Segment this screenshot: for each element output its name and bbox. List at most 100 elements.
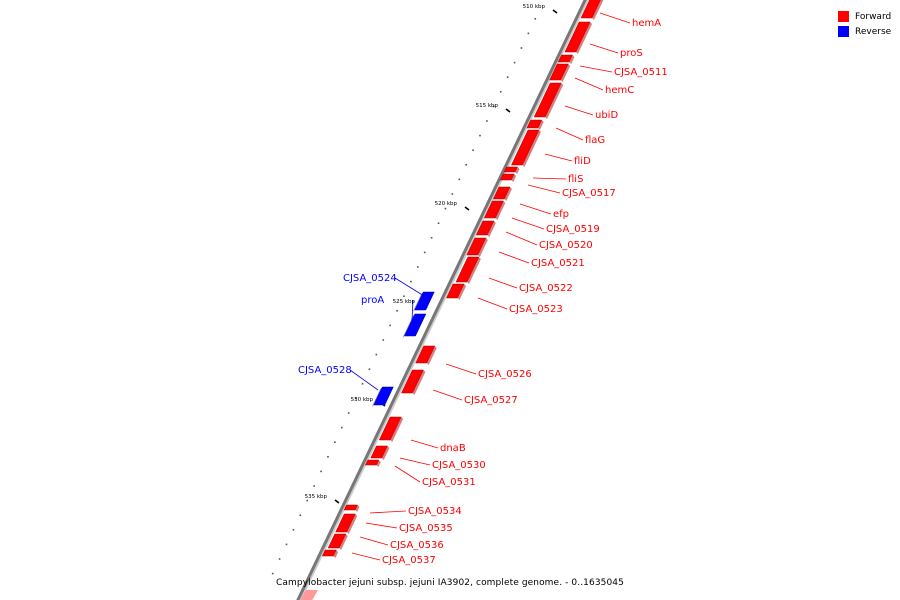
minor-tick bbox=[520, 47, 523, 49]
minor-tick bbox=[499, 91, 502, 93]
gene-shadow bbox=[511, 174, 517, 182]
legend-forward-label: Forward bbox=[855, 11, 892, 22]
leader-CJSA_0517 bbox=[527, 184, 561, 194]
minor-tick bbox=[403, 295, 405, 297]
leader-CJSA_0521 bbox=[498, 251, 530, 264]
gene-shadow bbox=[402, 314, 415, 338]
gene-shadow bbox=[467, 257, 481, 284]
minor-tick bbox=[493, 105, 495, 108]
minor-tick bbox=[472, 149, 474, 151]
leader-proA bbox=[411, 299, 414, 321]
minor-tick bbox=[292, 529, 295, 531]
gene-shadow bbox=[381, 446, 390, 460]
minor-tick bbox=[320, 470, 322, 473]
legend-forward: Forward bbox=[838, 9, 891, 24]
label-CJSA_0517: CJSA_0517 bbox=[562, 188, 616, 199]
label-ubiD: ubiD bbox=[595, 110, 618, 121]
minor-tick bbox=[417, 266, 419, 268]
tick-label: 525 kbp bbox=[393, 299, 416, 305]
minor-tick bbox=[368, 368, 371, 370]
tick-label: 520 kbp bbox=[435, 201, 458, 207]
label-CJSA_0530: CJSA_0530 bbox=[432, 460, 486, 471]
leader-CJSA_0522 bbox=[488, 277, 518, 289]
minor-tick bbox=[340, 426, 343, 429]
leader-CJSA_0524 bbox=[394, 277, 425, 297]
gene-shadow bbox=[545, 83, 564, 119]
leader-hemC bbox=[574, 77, 604, 91]
label-CJSA_0526: CJSA_0526 bbox=[478, 369, 532, 380]
label-CJSA_0521: CJSA_0521 bbox=[531, 258, 585, 269]
label-CJSA_0536: CJSA_0536 bbox=[390, 540, 444, 551]
label-CJSA_0520: CJSA_0520 bbox=[539, 240, 593, 251]
tick-label: 530 kbp bbox=[351, 397, 374, 403]
label-proS: proS bbox=[620, 48, 643, 59]
label-CJSA_0524: CJSA_0524 bbox=[343, 273, 397, 284]
label-fliD: fliD bbox=[574, 156, 591, 167]
minor-tick bbox=[486, 120, 488, 122]
minor-tick bbox=[479, 134, 481, 137]
gene-shadow bbox=[495, 201, 506, 220]
leader-ubiD bbox=[564, 105, 594, 116]
gene-shadow bbox=[371, 387, 383, 407]
label-hemA: hemA bbox=[632, 18, 661, 29]
leader-CJSA_0528 bbox=[349, 369, 379, 391]
minor-tick bbox=[527, 32, 530, 35]
label-efp: efp bbox=[553, 209, 569, 220]
minor-tick bbox=[361, 383, 364, 385]
gene-shadow bbox=[355, 505, 360, 512]
legend-reverse: Reverse bbox=[838, 24, 891, 39]
gene-shadow bbox=[426, 346, 437, 365]
leader-hemA bbox=[599, 12, 631, 24]
minor-tick bbox=[382, 339, 385, 341]
label-flaG: flaG bbox=[585, 135, 605, 146]
gene-shadow bbox=[339, 534, 348, 550]
faint-gene bbox=[300, 590, 318, 600]
minor-tick bbox=[299, 514, 302, 516]
leader-CJSA_0534 bbox=[369, 510, 407, 514]
label-dnaB: dnaB bbox=[440, 443, 466, 454]
gene-shadow bbox=[575, 22, 593, 54]
genome-backbone bbox=[296, 0, 587, 600]
minor-tick bbox=[430, 237, 433, 239]
gene-shadow bbox=[346, 514, 358, 534]
gene-shadow bbox=[487, 221, 496, 237]
leader-CJSA_0527 bbox=[432, 389, 463, 401]
minor-tick bbox=[396, 310, 398, 312]
gene-CJSA_0528 bbox=[373, 386, 394, 406]
minor-tick bbox=[389, 324, 391, 327]
label-CJSA_0531: CJSA_0531 bbox=[422, 477, 476, 488]
minor-tick bbox=[313, 485, 315, 487]
gene-shadow bbox=[522, 130, 541, 167]
minor-tick bbox=[347, 412, 350, 414]
gene-shadow bbox=[591, 0, 604, 20]
gene-proA bbox=[404, 313, 427, 337]
genome-caption: Campylobacter jejuni subsp. jejuni IA390… bbox=[276, 578, 624, 588]
major-tick bbox=[334, 499, 340, 504]
major-tick bbox=[464, 206, 470, 211]
minor-tick bbox=[334, 441, 336, 443]
tick-label: 515 kbp bbox=[476, 103, 499, 109]
minor-tick bbox=[451, 193, 454, 195]
label-fliS: fliS bbox=[568, 174, 583, 185]
label-hemC: hemC bbox=[605, 85, 634, 96]
gene-shadow bbox=[504, 187, 512, 201]
gene-CJSA_0524 bbox=[414, 291, 435, 311]
leader-CJSA_0537 bbox=[351, 552, 381, 561]
gene-shadow bbox=[376, 460, 381, 467]
label-CJSA_0523: CJSA_0523 bbox=[509, 304, 563, 315]
minor-tick bbox=[354, 397, 357, 400]
label-CJSA_0519: CJSA_0519 bbox=[546, 224, 600, 235]
leader-fliD bbox=[544, 153, 573, 162]
minor-tick bbox=[278, 558, 281, 560]
leader-CJSA_0520 bbox=[505, 231, 538, 246]
minor-tick bbox=[423, 251, 426, 254]
reverse-swatch bbox=[838, 26, 849, 37]
gene-shadow bbox=[560, 64, 571, 82]
minor-tick bbox=[506, 76, 509, 78]
gene-shadow bbox=[412, 292, 424, 312]
gene-shadow bbox=[457, 284, 467, 300]
minor-tick bbox=[444, 207, 447, 210]
minor-tick bbox=[271, 572, 274, 575]
label-CJSA_0511: CJSA_0511 bbox=[614, 67, 668, 78]
